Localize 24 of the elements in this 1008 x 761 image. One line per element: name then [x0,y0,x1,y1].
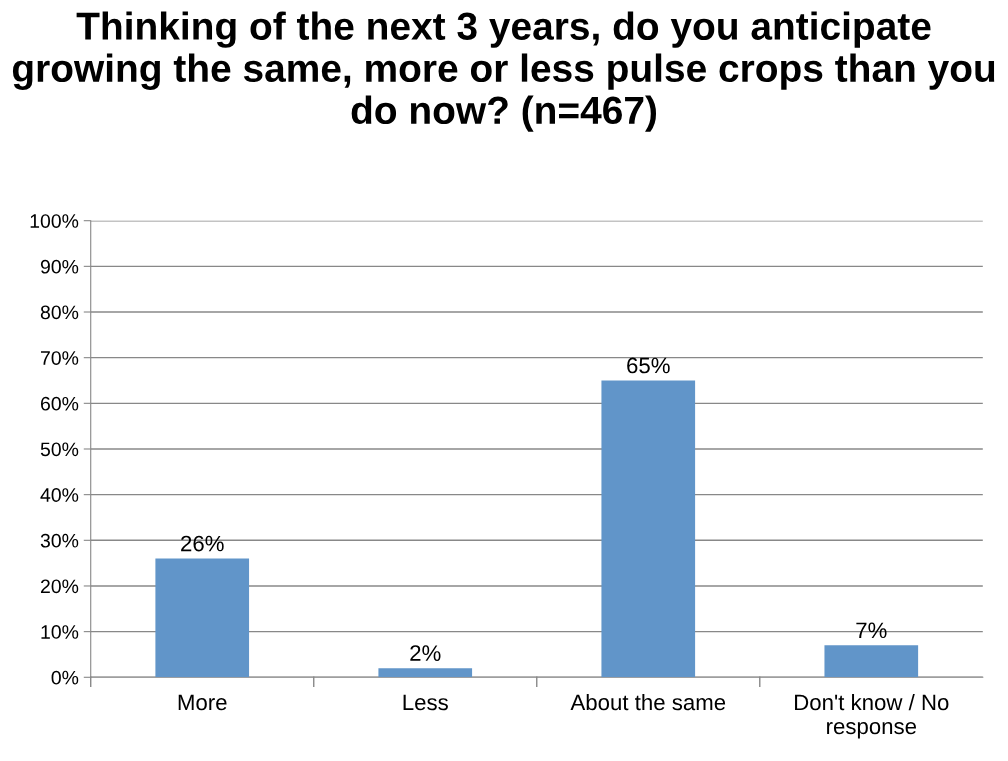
bar [378,668,473,678]
y-tick-label: 50% [40,442,79,457]
y-tick-label: 80% [40,305,79,320]
x-tick-label: About the same [570,693,726,711]
data-label: 65% [627,357,670,374]
y-tick-label: 0% [51,670,79,685]
bar [155,558,250,678]
data-label: 2% [410,645,441,661]
data-label: 7% [856,622,887,639]
y-tick-label: 10% [41,625,79,639]
chart-title: Thinking of the next 3 years, do you anticipate growing the same, more or less pulse crops than you do now? (n=467) [12,11,995,132]
y-tick-label: 20% [40,579,79,594]
x-tick-label: More [178,694,227,711]
bar [824,645,919,678]
data-label: 26% [181,535,224,552]
bar [601,380,696,678]
y-tick-label: 30% [40,533,79,548]
x-tick-label: Less [403,694,448,711]
y-tick-label: 60% [40,396,79,411]
x-tick-label: Don't know / No response [795,693,949,739]
y-tick-label: 40% [40,488,79,502]
y-tick-label: 100% [30,214,79,228]
y-tick-label: 70% [40,351,79,365]
y-tick-label: 90% [40,259,79,274]
